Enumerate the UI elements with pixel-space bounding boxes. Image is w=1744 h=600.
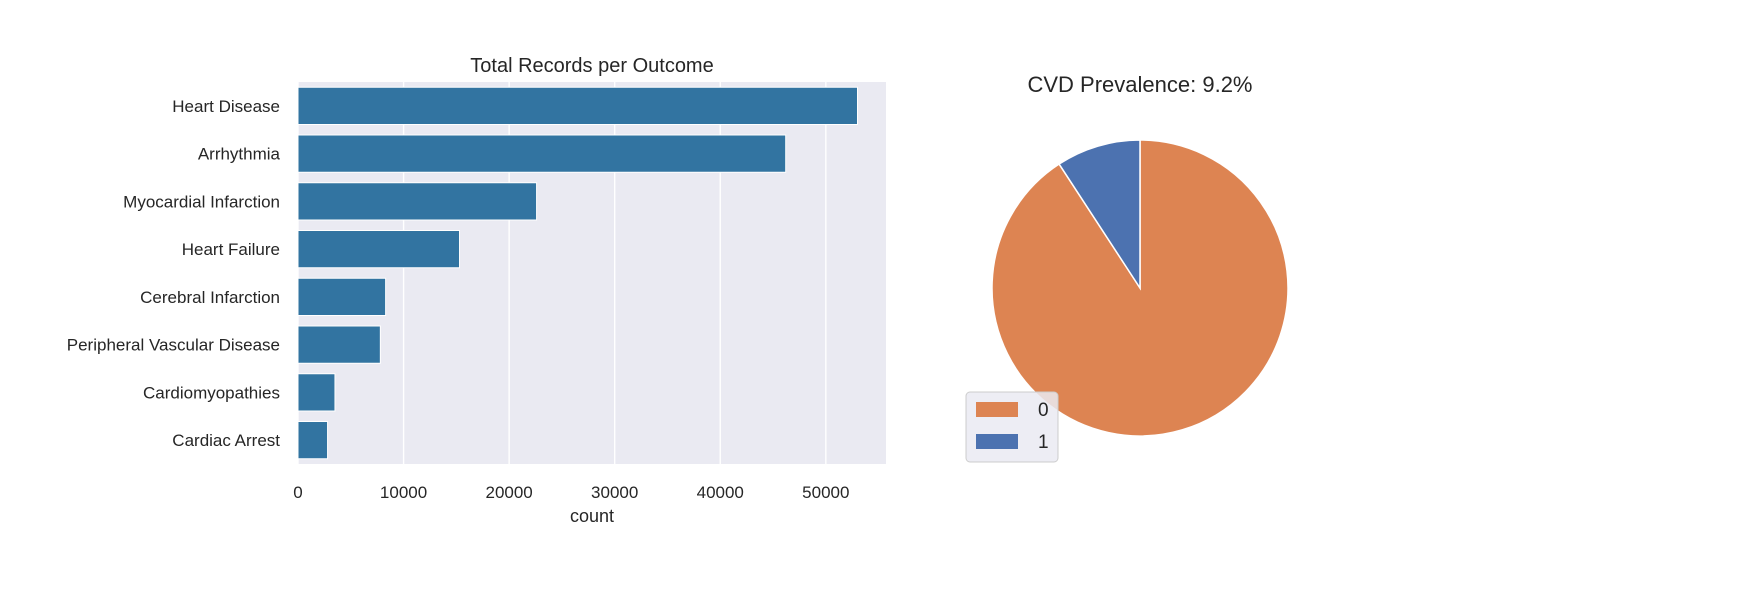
- pie-slice: [1058, 139, 1141, 291]
- category-label: Myocardial Infarction: [123, 192, 280, 211]
- bar: [297, 230, 461, 269]
- category-label: Cerebral Infarction: [140, 288, 280, 307]
- legend-label: 1: [1038, 432, 1049, 453]
- bar-chart: Heart Disease Arrhythmia Myocardial Infarc…: [67, 55, 886, 526]
- category-label: Arrhythmia: [198, 145, 281, 164]
- bar-chart-x-axis-label: count: [570, 506, 614, 526]
- bar-chart-x-tick-labels: 0 10000 20000 30000 40000 50000: [293, 483, 849, 502]
- bar: [297, 421, 329, 460]
- bar: [297, 325, 381, 364]
- category-label: Cardiac Arrest: [172, 431, 280, 450]
- legend-swatch: [976, 402, 1018, 417]
- legend-items: 01: [976, 400, 1049, 453]
- bar: [297, 373, 336, 412]
- x-tick-label: 0: [293, 483, 302, 502]
- pie-chart-title: CVD Prevalence: 9.2%: [1028, 72, 1253, 97]
- x-tick-label: 10000: [380, 483, 427, 502]
- bar: [297, 277, 387, 316]
- legend-swatch: [976, 434, 1018, 449]
- pie-chart: CVD Prevalence: 9.2% 01: [965, 72, 1289, 463]
- x-tick-label: 30000: [591, 483, 638, 502]
- category-label: Cardiomyopathies: [143, 383, 280, 402]
- bar-chart-title: Total Records per Outcome: [470, 55, 713, 77]
- category-label: Peripheral Vascular Disease: [67, 336, 280, 355]
- legend-label: 0: [1038, 400, 1049, 421]
- x-tick-label: 50000: [802, 483, 849, 502]
- bar-chart-bars: [297, 86, 858, 460]
- bar: [297, 134, 787, 173]
- x-tick-label: 20000: [485, 483, 532, 502]
- category-label: Heart Failure: [182, 240, 280, 259]
- pie-chart-legend: 01: [965, 391, 1059, 463]
- category-label: Heart Disease: [172, 97, 280, 116]
- bar-chart-category-labels: Heart Disease Arrhythmia Myocardial Infarc…: [67, 97, 281, 450]
- bar: [297, 182, 538, 221]
- pie-chart-slices: [991, 139, 1289, 437]
- x-tick-label: 40000: [697, 483, 744, 502]
- bar: [297, 86, 858, 125]
